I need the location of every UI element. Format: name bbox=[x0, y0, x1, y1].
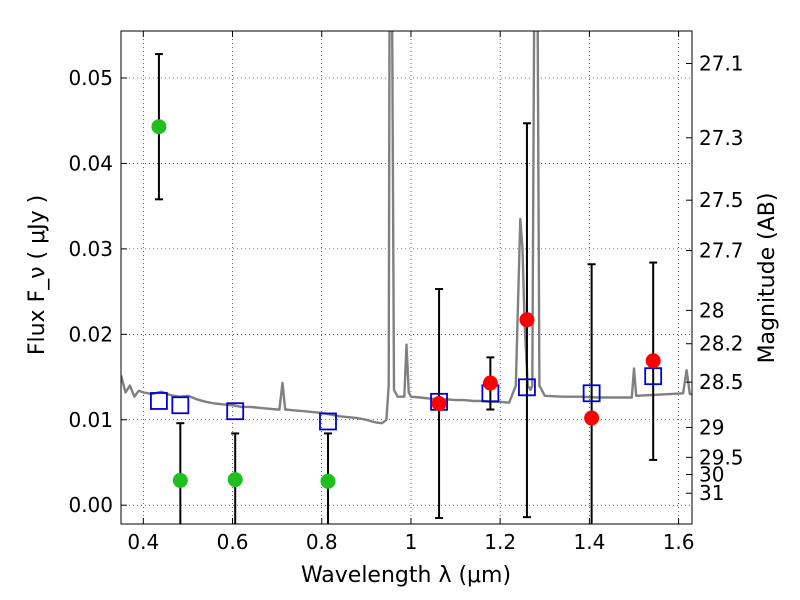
mag-tick-label: 30 bbox=[699, 462, 724, 486]
mag-tick-label: 28.2 bbox=[699, 332, 744, 356]
grid bbox=[121, 31, 692, 524]
red-data-point bbox=[645, 353, 661, 369]
y-tick-label: 0.01 bbox=[68, 408, 113, 432]
y2-axis-label: Magnitude (AB) bbox=[755, 193, 780, 364]
mag-tick-label: 27.3 bbox=[699, 126, 744, 150]
red-data-point bbox=[431, 396, 447, 412]
markers bbox=[150, 119, 663, 489]
y-tick-label: 0.03 bbox=[68, 237, 113, 261]
red-data-point bbox=[519, 312, 535, 328]
spectrum-line bbox=[121, 31, 692, 425]
ticks: 0.4 0.6 0.8 1 1.2 1.4 1.6 0.00 0.01 0.02 0.03 0.04 0… bbox=[68, 31, 744, 554]
mag-tick-label: 28 bbox=[699, 298, 724, 322]
green-data-point bbox=[320, 473, 336, 489]
mag-tick-label: 27.7 bbox=[699, 239, 744, 263]
x-tick-label: 1 bbox=[405, 530, 418, 554]
x-tick-label: 0.6 bbox=[217, 530, 249, 554]
model-photometry-square bbox=[582, 384, 601, 403]
y-tick-label: 0.00 bbox=[68, 493, 113, 517]
mag-tick-label: 29.5 bbox=[699, 445, 744, 469]
x-axis-label: Wavelength λ (μm) bbox=[301, 563, 511, 588]
model-photometry-square bbox=[171, 396, 190, 415]
y-tick-label: 0.04 bbox=[68, 151, 113, 175]
x-tick-label: 0.8 bbox=[306, 530, 338, 554]
mag-tick-label: 28.5 bbox=[699, 370, 744, 394]
mag-tick-label: 31 bbox=[699, 481, 724, 505]
y-tick-label: 0.02 bbox=[68, 322, 113, 346]
error-bars bbox=[154, 53, 658, 524]
y-tick-label: 0.05 bbox=[68, 66, 113, 90]
red-data-point bbox=[584, 410, 600, 426]
mag-tick-label: 27.5 bbox=[699, 188, 744, 212]
y-axis-label: Flux F_ν ( μJy ) bbox=[25, 195, 50, 355]
x-tick-label: 1.2 bbox=[484, 530, 516, 554]
green-data-point bbox=[172, 472, 188, 488]
x-tick-label: 1.6 bbox=[663, 530, 695, 554]
green-data-point bbox=[227, 472, 243, 488]
model-photometry-square bbox=[226, 402, 245, 421]
green-data-point bbox=[151, 119, 167, 135]
plot-frame bbox=[120, 30, 693, 525]
red-data-point bbox=[482, 375, 498, 391]
model-photometry-square bbox=[518, 378, 536, 397]
spectrum-layer bbox=[121, 31, 692, 425]
model-photometry-square bbox=[150, 392, 168, 410]
x-tick-label: 0.4 bbox=[127, 530, 159, 554]
x-tick-label: 1.4 bbox=[573, 530, 605, 554]
mag-tick-label: 27.1 bbox=[699, 51, 744, 75]
model-photometry-square bbox=[319, 412, 337, 431]
mag-tick-label: 29 bbox=[699, 415, 724, 439]
